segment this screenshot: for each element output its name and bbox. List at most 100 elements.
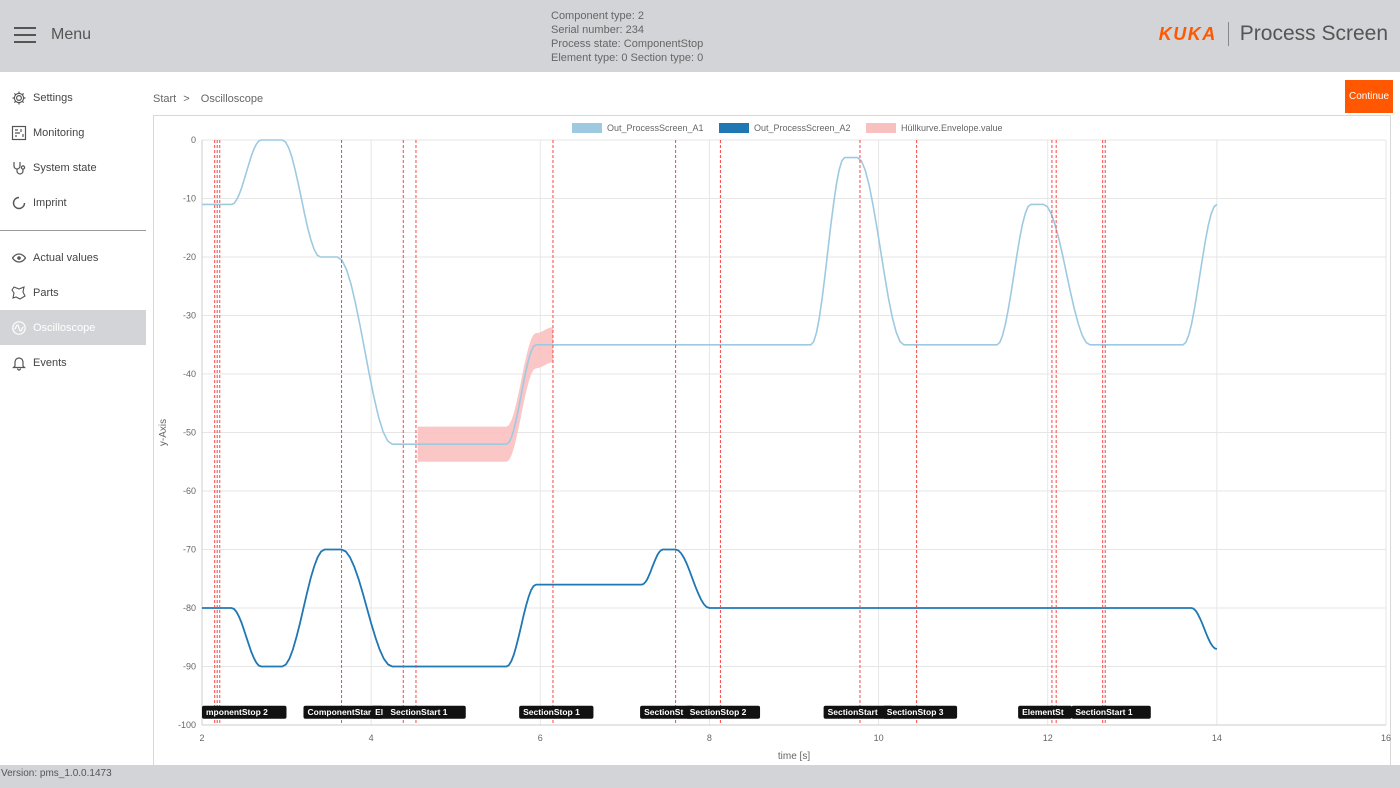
breadcrumb-separator: > bbox=[183, 93, 190, 105]
sidebar-item-imprint[interactable]: Imprint bbox=[0, 185, 146, 220]
event-label-text: ElementSt bbox=[1022, 707, 1064, 717]
sidebar-item-actual-values[interactable]: Actual values bbox=[0, 240, 146, 275]
chart-legend: Out_ProcessScreen_A1 Out_ProcessScreen_A2… bbox=[572, 123, 1003, 133]
event-label-text: El bbox=[375, 707, 383, 717]
sidebar-item-label: Oscilloscope bbox=[33, 321, 96, 334]
x-tick-label: 14 bbox=[1212, 733, 1222, 743]
event-label-text: ComponentStart bbox=[307, 707, 374, 717]
series-line-a2 bbox=[202, 548, 1218, 668]
event-label: ElementSt bbox=[1018, 705, 1073, 719]
event-label-text: SectionStart 1 bbox=[390, 707, 447, 717]
sidebar-item-events[interactable]: Events bbox=[0, 345, 146, 380]
circle-icon bbox=[11, 195, 27, 211]
bell-icon bbox=[11, 355, 27, 371]
sidebar-item-label: Parts bbox=[33, 286, 59, 299]
eye-icon bbox=[11, 250, 27, 266]
event-label: mponentStop 2 bbox=[202, 705, 287, 719]
x-tick-label: 10 bbox=[874, 733, 884, 743]
y-tick-label: -80 bbox=[183, 603, 196, 613]
x-tick-label: 4 bbox=[369, 733, 374, 743]
y-tick-label: -50 bbox=[183, 428, 196, 438]
hamburger-icon bbox=[14, 26, 36, 44]
event-label-bg bbox=[386, 705, 466, 719]
sidebar-item-system-state[interactable]: System state bbox=[0, 150, 146, 185]
event-label: SectionStop 2 bbox=[685, 705, 761, 719]
sidebar-item-parts[interactable]: Parts bbox=[0, 275, 146, 310]
event-label-text: SectionStop 1 bbox=[523, 707, 580, 717]
legend-swatch bbox=[572, 123, 602, 133]
event-label-text: SectionStart bbox=[828, 707, 878, 717]
y-tick-label: -100 bbox=[178, 720, 196, 730]
event-label-text: SectionStart 1 bbox=[1075, 707, 1132, 717]
y-tick-label: -60 bbox=[183, 486, 196, 496]
event-label-text: SectionSt bbox=[644, 707, 683, 717]
sidebar-item-label: Monitoring bbox=[33, 126, 85, 139]
series-line-a1 bbox=[202, 139, 1218, 445]
menu-button[interactable]: Menu bbox=[14, 22, 91, 48]
x-tick-label: 16 bbox=[1381, 733, 1391, 743]
sidebar-item-label: System state bbox=[33, 161, 97, 174]
y-tick-label: 0 bbox=[191, 135, 196, 145]
breadcrumb-current: Oscilloscope bbox=[200, 93, 264, 105]
process-state: Process state: ComponentStop bbox=[551, 38, 704, 50]
y-tick-label: -10 bbox=[183, 194, 196, 204]
oscilloscope-icon bbox=[11, 320, 27, 336]
event-label: SectionSt bbox=[640, 705, 694, 719]
kuka-logo: KUKA bbox=[1158, 23, 1217, 44]
y-tick-label: -30 bbox=[183, 311, 196, 321]
event-label-bg bbox=[882, 705, 958, 719]
y-tick-label: -70 bbox=[183, 545, 196, 555]
event-label-bg bbox=[640, 705, 694, 719]
legend-label: Hüllkurve.Envelope.value bbox=[901, 123, 1003, 133]
event-label-text: SectionStop 2 bbox=[690, 707, 747, 717]
sidebar-item-label: Events bbox=[33, 356, 67, 369]
oscilloscope-chart: 0 -10 -20 -30 -40 -50 -60 -70 -80 -90 -100 2 4 6 8 10 12… bbox=[153, 115, 1391, 766]
event-label-bg bbox=[1071, 705, 1151, 719]
sidebar-item-label: Actual values bbox=[33, 251, 99, 264]
sidebar-item-oscilloscope[interactable]: Oscilloscope bbox=[0, 310, 146, 345]
event-label-bg bbox=[823, 705, 893, 719]
event-label-bg bbox=[685, 705, 761, 719]
event-label-text: SectionStop 3 bbox=[887, 707, 944, 717]
x-tick-label: 8 bbox=[707, 733, 712, 743]
version-label: Version: pms_1.0.0.1473 bbox=[1, 768, 112, 779]
legend-swatch bbox=[719, 123, 749, 133]
monitoring-icon bbox=[11, 125, 27, 141]
sidebar: Settings Monitoring System state Imprint bbox=[0, 80, 146, 380]
event-label: SectionStop 1 bbox=[519, 705, 594, 719]
continue-button[interactable]: Continue bbox=[1345, 80, 1393, 113]
event-label: SectionStart 1 bbox=[386, 705, 466, 719]
sidebar-divider bbox=[0, 230, 146, 231]
component-type: Component type: 2 bbox=[551, 10, 644, 22]
y-axis-label: y-Axis bbox=[158, 419, 169, 446]
sidebar-item-settings[interactable]: Settings bbox=[0, 80, 146, 115]
menu-label: Menu bbox=[51, 26, 92, 43]
serial-number: Serial number: 234 bbox=[551, 24, 644, 36]
breadcrumb: Start > Oscilloscope bbox=[153, 93, 263, 105]
event-label-bg bbox=[371, 705, 390, 719]
legend-swatch bbox=[866, 123, 896, 133]
event-label-bg bbox=[519, 705, 594, 719]
x-tick-label: 2 bbox=[199, 733, 204, 743]
event-label-bg bbox=[202, 705, 287, 719]
sidebar-item-label: Settings bbox=[33, 91, 73, 104]
legend-label: Out_ProcessScreen_A1 bbox=[607, 123, 704, 133]
footer-bar: Version: pms_1.0.0.1473 bbox=[0, 765, 1400, 788]
header-bar: Menu Component type: 2 Serial number: 23… bbox=[0, 0, 1400, 72]
y-tick-label: -40 bbox=[183, 369, 196, 379]
sidebar-item-monitoring[interactable]: Monitoring bbox=[0, 115, 146, 150]
parts-icon bbox=[11, 285, 27, 301]
event-label: El bbox=[371, 705, 390, 719]
stethoscope-icon bbox=[11, 160, 27, 176]
breadcrumb-start[interactable]: Start bbox=[153, 93, 177, 105]
legend-label: Out_ProcessScreen_A2 bbox=[754, 123, 851, 133]
x-axis-label: time [s] bbox=[778, 751, 810, 762]
x-tick-label: 12 bbox=[1043, 733, 1053, 743]
event-label: SectionStop 3 bbox=[882, 705, 958, 719]
envelope-band bbox=[417, 327, 553, 462]
event-label: SectionStart 1 bbox=[1071, 705, 1151, 719]
event-label-text: mponentStop 2 bbox=[206, 707, 268, 717]
gear-icon bbox=[11, 90, 27, 106]
